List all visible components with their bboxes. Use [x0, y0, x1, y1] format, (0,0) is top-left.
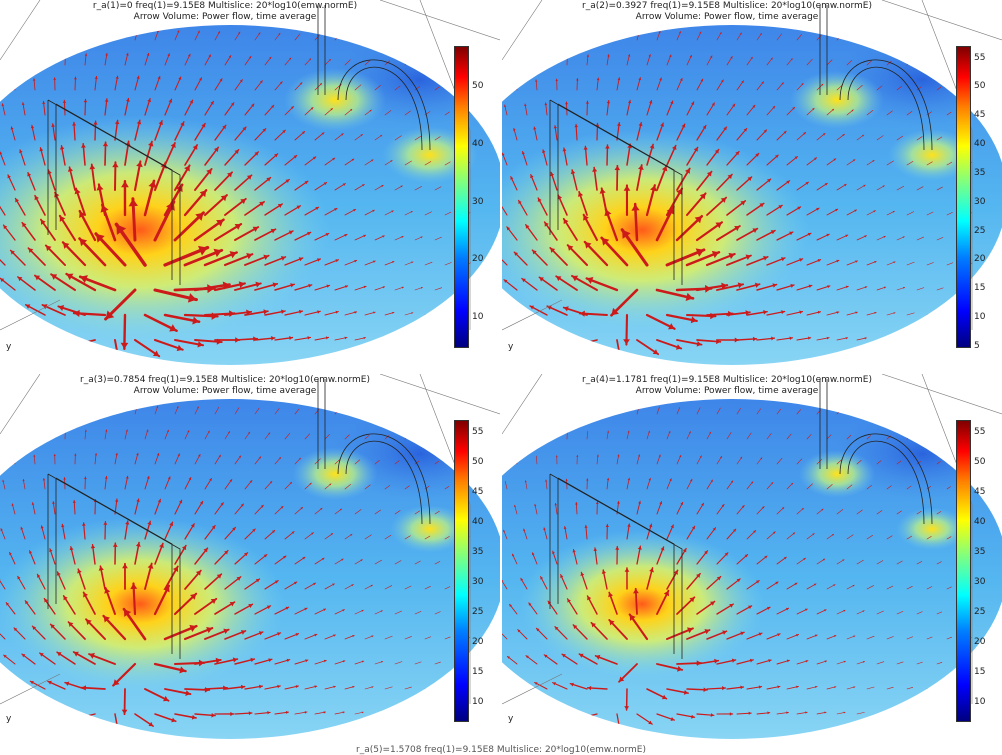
colorbar-tick: 40 — [974, 139, 986, 150]
colorbar-tick: 10 — [974, 697, 986, 707]
axis-triad-3: y — [6, 714, 12, 724]
colorbar-tick: 20 — [974, 637, 986, 647]
panel-4-title: r_a(4)=1.1781 freq(1)=9.15E8 Multislice:… — [582, 375, 872, 385]
colorbar-tick: 30 — [472, 577, 484, 587]
colorbar-tick: 30 — [472, 196, 484, 207]
bounding-box-lines — [502, 374, 1002, 705]
colorbar-tick: 50 — [472, 457, 484, 467]
panel-2-subtitle: Arrow Volume: Power flow, time average — [635, 12, 819, 22]
colorbar-tick: 10 — [974, 312, 986, 323]
plot-panel-3: r_a(3)=0.7854 freq(1)=9.15E8 Multislice:… — [0, 374, 500, 744]
colorbar-tick: 15 — [974, 667, 986, 677]
colorbar-tick: 50 — [472, 81, 484, 92]
colorbar-tick: 30 — [974, 196, 986, 207]
colorbar-tick: 25 — [472, 607, 484, 617]
slice-surface — [502, 25, 1002, 365]
colorbar-tick: 10 — [472, 697, 484, 707]
colorbar-tick: 50 — [974, 81, 986, 92]
panel-1-title: r_a(1)=0 freq(1)=9.15E8 Multislice: 20*l… — [92, 1, 358, 11]
bounding-box-lines — [502, 0, 1002, 331]
power-flow-arrows — [502, 406, 972, 732]
panel-3-title: r_a(3)=0.7854 freq(1)=9.15E8 Multislice:… — [80, 375, 370, 385]
colorbar-tick: 20 — [472, 637, 484, 647]
field-plot-2 — [502, 0, 1002, 365]
colorbar-tick: 45 — [974, 487, 986, 497]
bounding-box-lines — [0, 374, 500, 705]
colorbar-tick: 15 — [974, 283, 986, 294]
colorbar-tick: 20 — [472, 254, 484, 265]
colorbar-1 — [454, 46, 469, 348]
field-plot-3 — [0, 374, 500, 739]
power-flow-arrows — [502, 30, 973, 365]
colorbar-tick: 35 — [974, 547, 986, 557]
plot-panel-4: r_a(4)=1.1781 freq(1)=9.15E8 Multislice:… — [502, 374, 1002, 744]
slice-surface — [502, 399, 1002, 739]
axis-triad-1: y — [6, 342, 12, 352]
colorbar-4 — [956, 420, 971, 722]
colorbar-tick: 40 — [974, 517, 986, 527]
colorbar-tick: 45 — [974, 110, 986, 121]
axis-triad-2: y — [508, 342, 514, 352]
slice-surface — [0, 25, 500, 365]
colorbar-tick: 45 — [472, 487, 484, 497]
colorbar-tick: 5 — [974, 341, 980, 351]
geometry-wireframe — [549, 379, 933, 659]
geometry-wireframe — [47, 379, 431, 659]
colorbar-tick: 35 — [974, 167, 986, 178]
colorbar-tick: 50 — [974, 457, 986, 467]
colorbar-tick: 55 — [472, 427, 484, 437]
colorbar-tick: 25 — [974, 225, 986, 236]
colorbar-2 — [956, 46, 971, 348]
slice-surface — [0, 399, 500, 739]
axis-triad-4: y — [508, 714, 514, 724]
colorbar-3 — [454, 420, 469, 722]
geometry-wireframe — [47, 5, 431, 285]
bounding-box-lines — [0, 0, 500, 331]
plot-panel-1: r_a(1)=0 freq(1)=9.15E8 Multislice: 20*l… — [0, 0, 500, 372]
colorbar-tick: 35 — [472, 547, 484, 557]
plot-panel-2: r_a(2)=0.3927 freq(1)=9.15E8 Multislice:… — [502, 0, 1002, 372]
panel-1-subtitle: Arrow Volume: Power flow, time average — [133, 12, 317, 22]
colorbar-tick: 30 — [974, 577, 986, 587]
colorbar-tick: 40 — [472, 517, 484, 527]
colorbar-tick: 25 — [974, 607, 986, 617]
bottom-caption: r_a(5)=1.5708 freq(1)=9.15E8 Multislice:… — [356, 745, 646, 755]
panel-2-title: r_a(2)=0.3927 freq(1)=9.15E8 Multislice:… — [582, 1, 872, 11]
colorbar-tick: 20 — [974, 254, 986, 265]
panel-4-subtitle: Arrow Volume: Power flow, time average — [635, 386, 819, 396]
colorbar-tick: 10 — [472, 312, 484, 323]
field-plot-1 — [0, 0, 500, 365]
colorbar-tick: 55 — [974, 52, 986, 63]
field-plot-4 — [502, 374, 1002, 739]
colorbar-tick: 15 — [472, 667, 484, 677]
geometry-wireframe — [549, 5, 933, 285]
colorbar-tick: 55 — [974, 427, 986, 437]
panel-3-subtitle: Arrow Volume: Power flow, time average — [133, 386, 317, 396]
colorbar-tick: 40 — [472, 139, 484, 150]
